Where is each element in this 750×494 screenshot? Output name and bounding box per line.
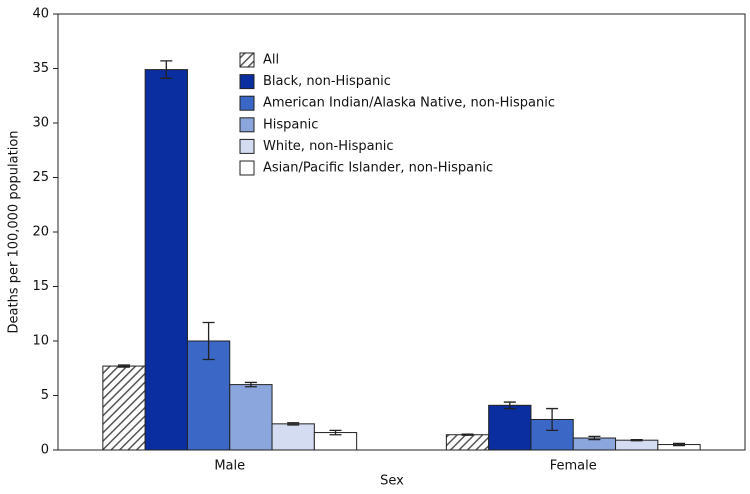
error-bar <box>287 422 300 426</box>
error-bar <box>546 407 559 432</box>
legend-swatch <box>239 95 255 111</box>
error-bar <box>118 364 130 368</box>
error-bar <box>503 401 516 410</box>
x-tick-label: Male <box>214 459 245 474</box>
y-tick-label: 10 <box>32 334 49 349</box>
error-bar <box>673 442 685 447</box>
error-bar <box>160 60 173 79</box>
legend-swatch <box>239 138 255 154</box>
x-tick-label: Female <box>550 459 597 474</box>
bar <box>488 404 532 451</box>
bar <box>144 69 188 451</box>
legend-swatch <box>239 160 255 176</box>
error-bar <box>630 438 643 442</box>
y-tick-label: 30 <box>32 116 49 131</box>
legend-label: Asian/Pacific Islander, non-Hispanic <box>263 161 493 176</box>
legend-swatch <box>239 117 255 133</box>
error-bar <box>461 433 474 436</box>
bar <box>102 365 146 451</box>
error-bar <box>202 321 215 361</box>
error-bar <box>588 435 601 441</box>
legend-label: White, non-Hispanic <box>263 139 394 154</box>
y-tick-label: 15 <box>32 279 49 294</box>
legend-swatch <box>239 52 255 68</box>
bar <box>229 384 273 451</box>
error-bar <box>244 381 257 388</box>
y-tick-label: 35 <box>32 61 49 76</box>
x-axis-label: Sex <box>380 474 404 489</box>
y-tick-label: 40 <box>32 7 49 22</box>
legend-label: Black, non-Hispanic <box>263 74 391 89</box>
bar <box>615 439 659 451</box>
y-tick-label: 5 <box>41 388 49 403</box>
y-tick-label: 0 <box>41 443 49 458</box>
legend-label: Hispanic <box>263 117 318 132</box>
error-bar <box>329 429 342 436</box>
legend-label: All <box>263 53 279 68</box>
legend-swatch <box>239 74 255 90</box>
y-tick-label: 20 <box>32 225 49 240</box>
bar <box>445 434 490 451</box>
y-tick-label: 25 <box>32 170 49 185</box>
y-axis-label: Deaths per 100,000 population <box>7 130 22 333</box>
legend-label: American Indian/Alaska Native, non-Hispa… <box>263 96 555 111</box>
bar <box>271 423 315 451</box>
